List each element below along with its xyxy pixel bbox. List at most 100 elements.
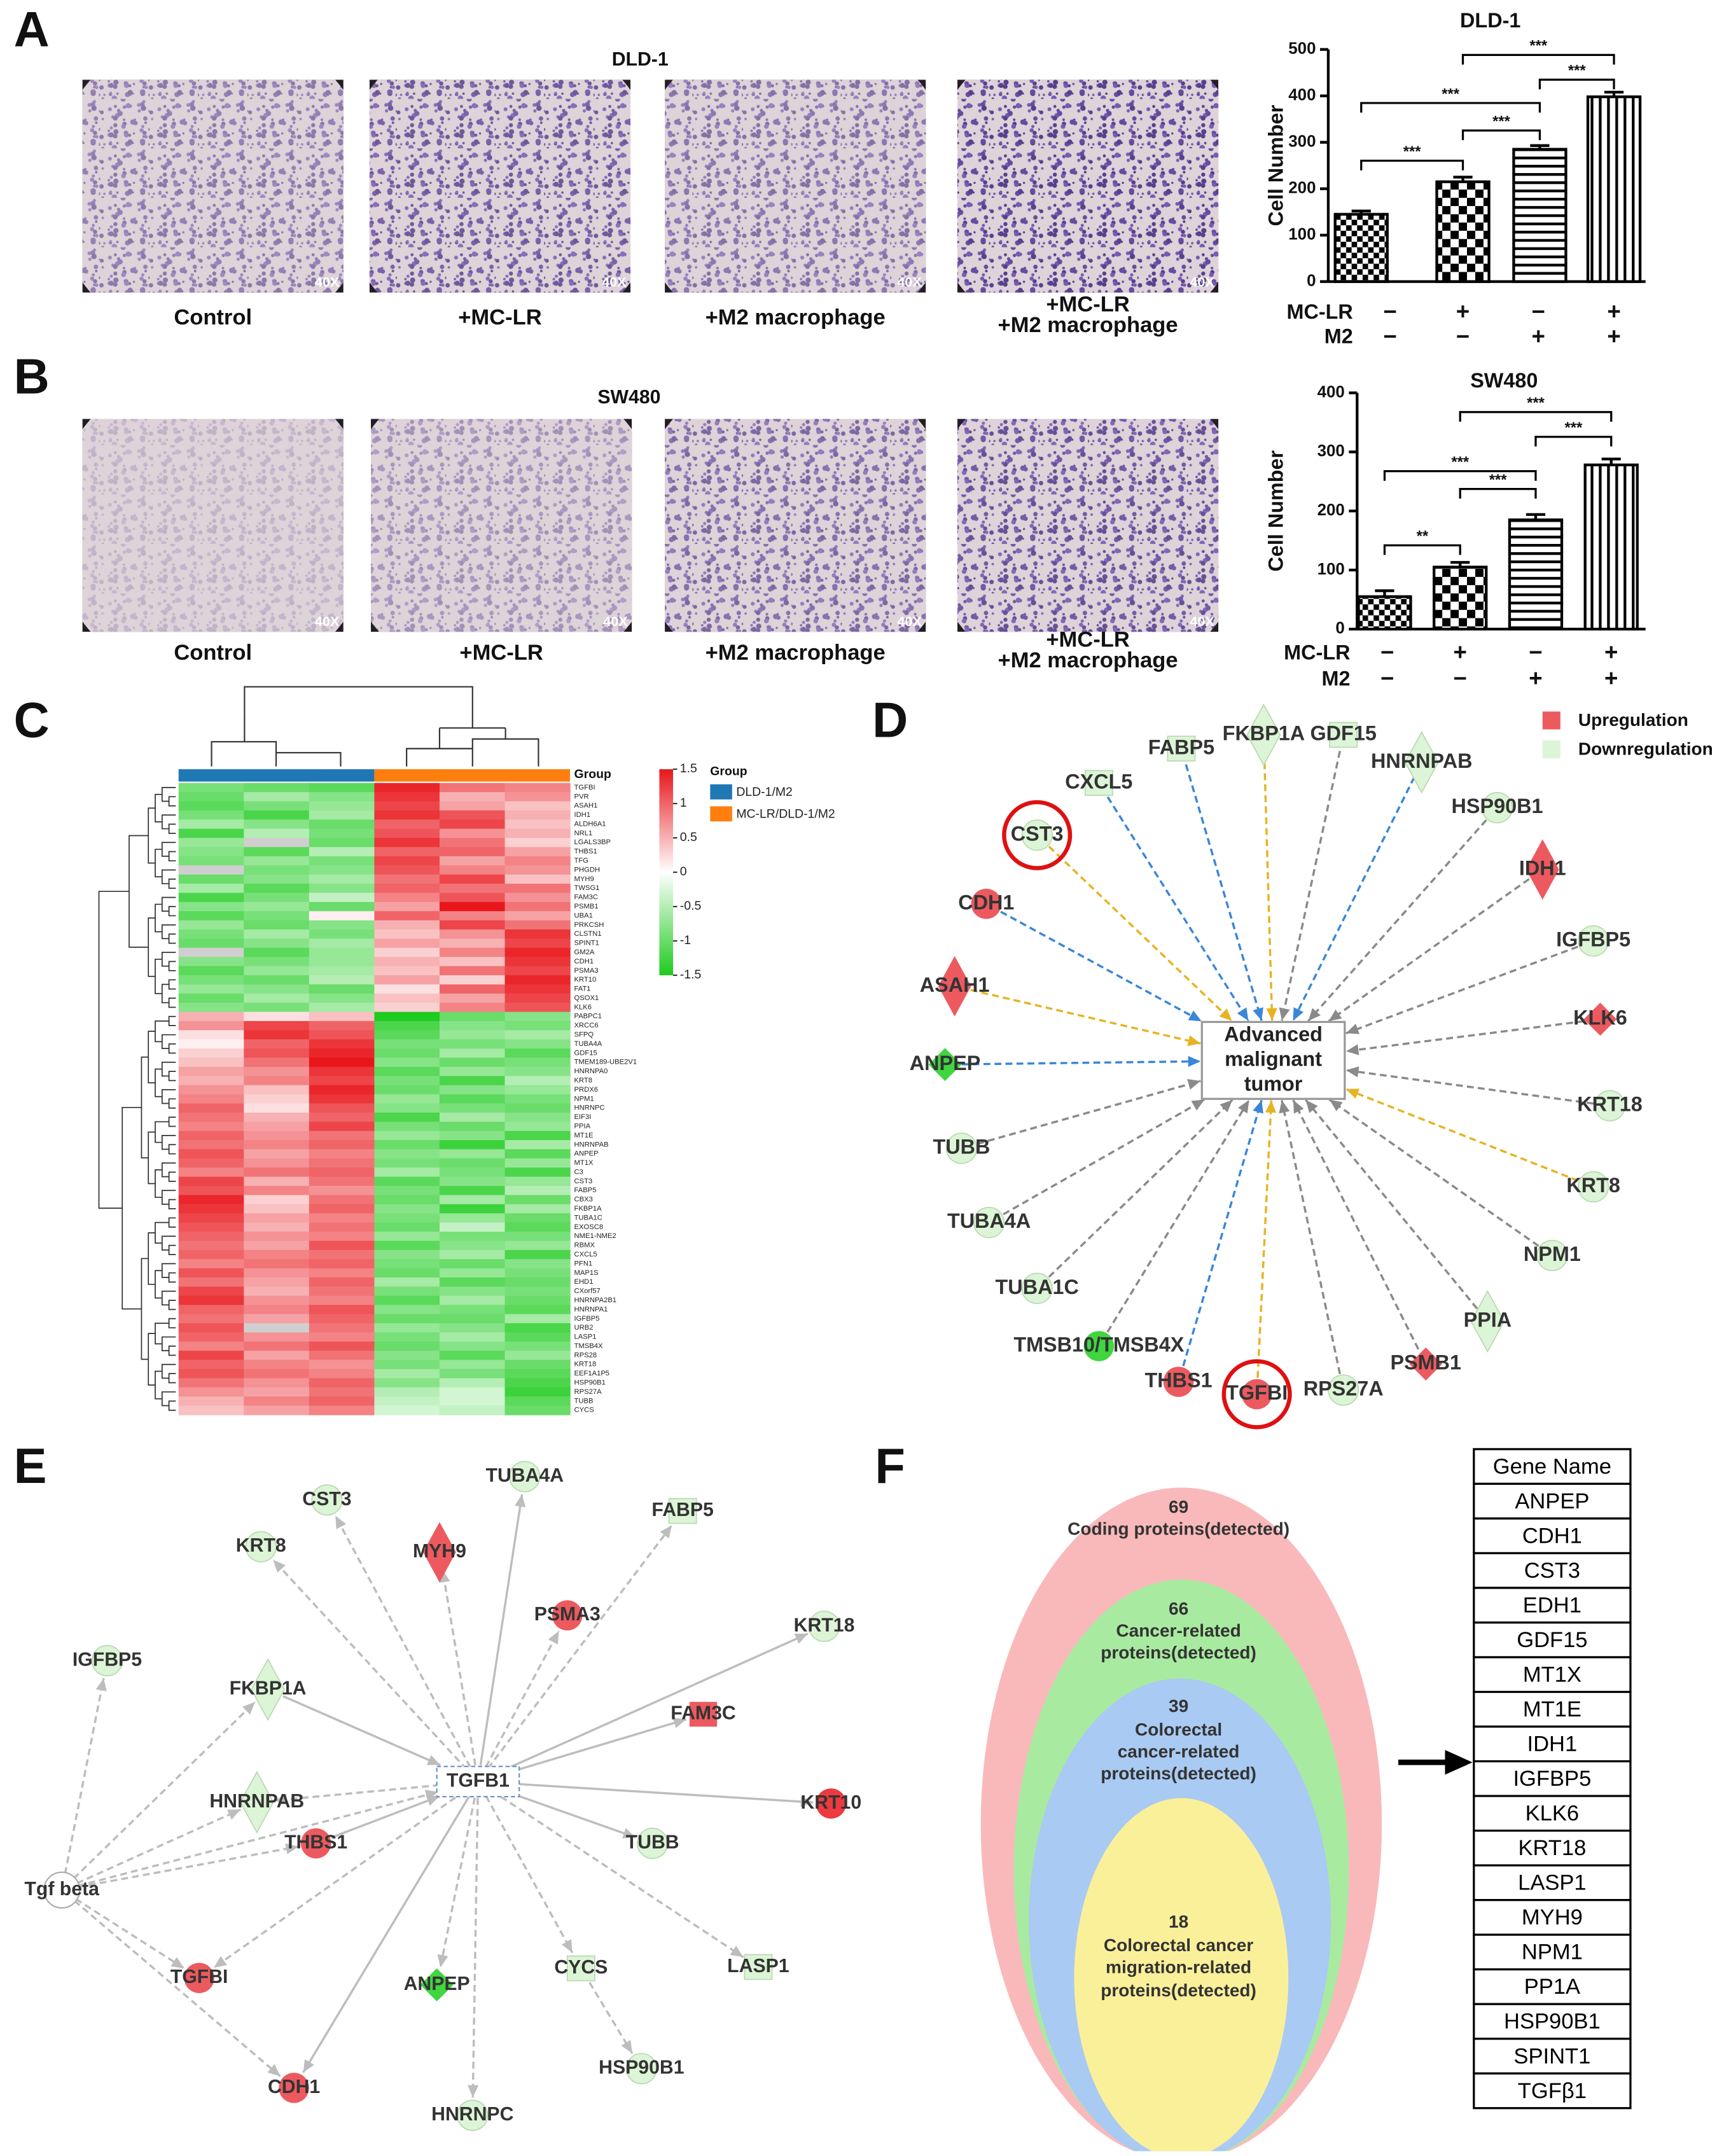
arrowhead (467, 2085, 479, 2098)
error-bar (1453, 176, 1473, 182)
row-label: HNRNPA1 (574, 1305, 608, 1313)
row-label: QSOX1 (574, 994, 599, 1002)
heatmap-cell (244, 966, 310, 976)
heatmap-cell (178, 1277, 244, 1288)
node (1328, 1374, 1359, 1406)
heatmap-cell (374, 1305, 440, 1315)
node-label: HNRNPAB (1371, 749, 1472, 772)
node-label: HSP90B1 (599, 2057, 684, 2078)
heatmap-cell (309, 1066, 375, 1076)
row-label: FAT1 (574, 985, 591, 993)
image-caption: +M2 macrophage (706, 641, 886, 665)
node-label: CST3 (302, 1489, 351, 1510)
row-label: IGFBP5 (574, 1315, 600, 1323)
row-label: TUBA1C (574, 1214, 602, 1221)
heatmap-cell (504, 920, 571, 930)
table-cell-text: IDH1 (1527, 1732, 1578, 1756)
heatmap-cell (178, 1351, 244, 1361)
heatmap-cell (178, 874, 244, 884)
heatmap-cell (178, 828, 244, 838)
heatmap-cell (374, 847, 440, 857)
node-shape (928, 1048, 962, 1081)
heatmap-cell (244, 1057, 310, 1068)
row-label: PPIA (574, 1122, 591, 1130)
heatmap-cell (504, 1076, 571, 1086)
node-label: KLK6 (1573, 1006, 1627, 1029)
row-label: LGALS3BP (574, 838, 611, 846)
heatmap-cell (178, 1149, 244, 1159)
node-label: NPM1 (1524, 1242, 1581, 1265)
colorbar (659, 769, 674, 975)
treatment-mark: − (1380, 639, 1394, 665)
significance-bracket (1360, 160, 1464, 170)
node-label: KRT8 (1566, 1174, 1620, 1197)
heatmap-cell (439, 984, 506, 994)
node (251, 1658, 285, 1721)
arrowhead (800, 1796, 814, 1807)
heatmap-cell (439, 1057, 506, 1068)
node-label: PPIA (1464, 1309, 1512, 1332)
dendrogram-link (98, 891, 129, 1209)
heatmap-cell (374, 1112, 440, 1122)
heatmap-cell (504, 1213, 571, 1223)
dendrogram-link (155, 1370, 162, 1400)
heatmap-cell (504, 1167, 571, 1178)
heatmap-cell (504, 1405, 571, 1415)
heatmap-cell (504, 1387, 571, 1397)
heatmap-cell (309, 993, 375, 1003)
heatmap-cell (178, 993, 244, 1003)
dendrogram-link (168, 1098, 176, 1109)
node-label: GDF15 (1310, 722, 1376, 745)
colorbar-tick-label: 1 (680, 796, 687, 810)
heatmap-cell (244, 1039, 310, 1049)
heatmap-cell (309, 947, 375, 957)
heatmap-cell (309, 1360, 375, 1370)
dendrogram-link (155, 958, 162, 994)
heatmap-cell (178, 1368, 244, 1379)
edge (1256, 1100, 1273, 1378)
arrowhead (1266, 1008, 1277, 1021)
y-tick-label: 100 (1288, 225, 1316, 243)
row-label: EEF1A1P5 (574, 1370, 610, 1377)
row-label: UBA1 (574, 912, 593, 919)
node-shape (971, 888, 1002, 919)
arrowhead (1345, 1066, 1359, 1078)
arrowhead (437, 1954, 448, 1968)
node-shape (1021, 1272, 1053, 1304)
table-cell (1473, 1656, 1632, 1694)
arrowhead (621, 2040, 632, 2054)
row-label: CXCL5 (574, 1251, 597, 1258)
heatmap-cell (504, 1222, 571, 1232)
heatmap-cell (244, 874, 310, 884)
node-shape (1404, 731, 1439, 794)
heatmap-cell (309, 1112, 375, 1122)
heatmap-cell (504, 1186, 571, 1196)
heatmap-cell (309, 1341, 375, 1351)
arrowhead (1253, 1100, 1263, 1114)
heatmap-cell (178, 1186, 244, 1196)
micrograph-field (957, 419, 1219, 632)
arrowhead (1279, 1007, 1290, 1021)
node (971, 888, 1002, 919)
heatmap-cell (439, 865, 506, 875)
row-label: PRDX6 (574, 1086, 598, 1094)
heatmap-cell (374, 893, 440, 903)
column-group-label: Group (574, 767, 611, 781)
heatmap-cell (504, 782, 571, 793)
row-label: XRCC6 (574, 1022, 599, 1029)
node-shape (420, 1968, 454, 2001)
heatmap-cell (244, 1149, 310, 1159)
set-ellipse (1074, 1798, 1289, 2152)
image-caption: +M2 macrophage (998, 313, 1178, 337)
heatmap-cell (178, 1232, 244, 1242)
heatmap-cell (374, 1012, 440, 1022)
heatmap-cell (374, 1259, 440, 1269)
row-label: CST3 (574, 1178, 593, 1185)
heatmap-cell (504, 901, 571, 912)
row-label: TFG (574, 857, 588, 865)
table-cell (1473, 1517, 1632, 1555)
node-label: TGFBI (1226, 1381, 1288, 1404)
heatmap-cell (504, 1232, 571, 1242)
heatmap-cell (439, 1241, 506, 1251)
dendrogram-link (168, 796, 176, 807)
